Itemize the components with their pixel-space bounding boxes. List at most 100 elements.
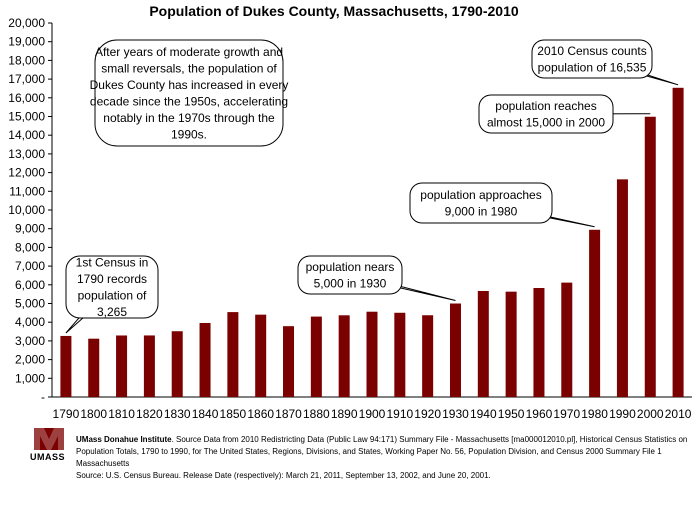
- y-tick-label: 20,000: [8, 16, 45, 30]
- chart-title: Population of Dukes County, Massachusett…: [149, 3, 519, 19]
- x-tick-label: 1800: [80, 407, 107, 421]
- x-axis: 1790 1800 1810 1820 1830 1840 1850 1860 1870 1880…: [52, 396, 692, 421]
- bar: [561, 282, 573, 397]
- callout-text: 1790 records: [77, 272, 147, 286]
- bar: [60, 335, 72, 397]
- x-tick-label: 1820: [136, 407, 163, 421]
- y-tick-label: 12,000: [8, 166, 45, 180]
- callout-text: 2010 Census counts: [537, 44, 646, 58]
- callout-text: population reaches: [495, 99, 596, 113]
- callout-text: population of: [78, 288, 147, 302]
- callout-box: [409, 182, 553, 224]
- x-tick-label: 1890: [331, 407, 358, 421]
- x-tick-label: 1840: [192, 407, 219, 421]
- y-tick-label: 3,000: [15, 334, 45, 348]
- x-tick-label: 1790: [53, 407, 80, 421]
- y-tick-label: 15,000: [8, 110, 45, 124]
- bar: [283, 326, 295, 397]
- bar: [199, 322, 211, 397]
- callout-text: 9,000 in 1980: [445, 204, 518, 218]
- x-tick-label: 1970: [553, 407, 580, 421]
- callout-text: almost 15,000 in 2000: [487, 115, 605, 129]
- bar: [88, 338, 100, 397]
- bar: [366, 311, 378, 397]
- bar: [143, 335, 155, 397]
- x-tick-label: 1860: [247, 407, 274, 421]
- logo-text: UMASS: [30, 452, 66, 462]
- x-tick-label: 1980: [581, 407, 608, 421]
- y-tick-label: 18,000: [8, 53, 45, 67]
- y-tick-label: 1,000: [15, 371, 45, 385]
- x-tick-label: 1880: [303, 407, 330, 421]
- annotation-callout: population approaches 9,000 in 1980: [409, 182, 595, 228]
- bar: [616, 179, 628, 397]
- x-tick-label: 1850: [220, 407, 247, 421]
- annotation-callout: 1st Census in 1790 records population of 3,…: [65, 255, 159, 334]
- bar: [644, 116, 656, 397]
- x-tick-label: 1910: [386, 407, 413, 421]
- x-tick-label: 2010: [665, 407, 692, 421]
- bar: [589, 229, 601, 397]
- umass-logo: UMASS: [30, 428, 70, 464]
- x-tick-label: 1960: [526, 407, 553, 421]
- footer-line3: Source: U.S. Census Bureau. Release Date…: [76, 471, 491, 480]
- bar: [477, 290, 489, 397]
- annotation-callout: 2010 Census counts population of 16,535: [531, 39, 679, 86]
- bar: [449, 303, 461, 397]
- bar: [422, 315, 434, 397]
- annotation-callout: population nears 5,000 in 1930: [297, 255, 456, 301]
- callout-text: small reversals, the population of: [101, 61, 277, 75]
- callout-text: population nears: [306, 260, 395, 274]
- x-tick-label: 1950: [498, 407, 525, 421]
- y-tick-label: 6,000: [15, 278, 45, 292]
- x-tick-label: 1870: [275, 407, 302, 421]
- bar: [505, 291, 517, 397]
- annotations: After years of moderate growth and small …: [65, 39, 679, 334]
- callout-text: Dukes County has increased in every: [90, 78, 289, 92]
- y-tick-label: 13,000: [8, 147, 45, 161]
- bar: [116, 335, 128, 397]
- x-tick-label: 1930: [442, 407, 469, 421]
- bar: [533, 287, 545, 397]
- x-tick-label: 1990: [609, 407, 636, 421]
- y-tick-label: 7,000: [15, 259, 45, 273]
- annotation-callout: After years of moderate growth and small …: [90, 39, 289, 147]
- y-tick-label: 16,000: [8, 91, 45, 105]
- y-tick-label: 5,000: [15, 297, 45, 311]
- y-tick-label: 19,000: [8, 35, 45, 49]
- y-tick-label: 14,000: [8, 128, 45, 142]
- bar: [394, 312, 406, 397]
- x-tick-label: 1900: [359, 407, 386, 421]
- callout-text: 5,000 in 1930: [314, 276, 387, 290]
- callout-box: [531, 39, 653, 79]
- y-tick-label: 4,000: [15, 315, 45, 329]
- y-tick-label: 11,000: [9, 184, 45, 198]
- callout-text: notably in the 1970s through the: [103, 111, 275, 125]
- bar: [672, 87, 684, 397]
- x-tick-label: 1940: [470, 407, 497, 421]
- callout-box: [94, 39, 284, 147]
- callout-box: [478, 94, 614, 134]
- x-tick-label: 1830: [164, 407, 191, 421]
- callout-text: decade since the 1950s, accelerating: [90, 94, 288, 108]
- x-tick-label: 1810: [108, 407, 135, 421]
- callout-box: [297, 255, 403, 295]
- footer-line1: . Source Data from 2010 Redistricting Da…: [171, 435, 688, 444]
- callout-text: population approaches: [420, 188, 541, 202]
- y-tick-label: 17,000: [8, 72, 45, 86]
- callout-text: 1990s.: [171, 127, 207, 141]
- bar: [338, 315, 350, 397]
- bars: [60, 87, 684, 397]
- footer-line2: Population Totals, 1790 to 1990, for The…: [76, 447, 662, 468]
- callout-text: 3,265: [97, 305, 127, 319]
- y-tick-label: 10,000: [8, 203, 45, 217]
- y-axis: - 1,000 2,000 3,000 4,000 5,000 6,000 7,000 8,00…: [8, 16, 53, 404]
- callout-text: population of 16,535: [538, 60, 647, 74]
- x-tick-label: 1920: [414, 407, 441, 421]
- bar: [310, 316, 322, 397]
- y-tick-label: 2,000: [15, 353, 45, 367]
- footer-institute: UMass Donahue Institute: [76, 435, 172, 444]
- annotation-callout: population reaches almost 15,000 in 2000: [478, 94, 651, 134]
- bar: [171, 331, 183, 397]
- y-tick-label: 8,000: [15, 240, 45, 254]
